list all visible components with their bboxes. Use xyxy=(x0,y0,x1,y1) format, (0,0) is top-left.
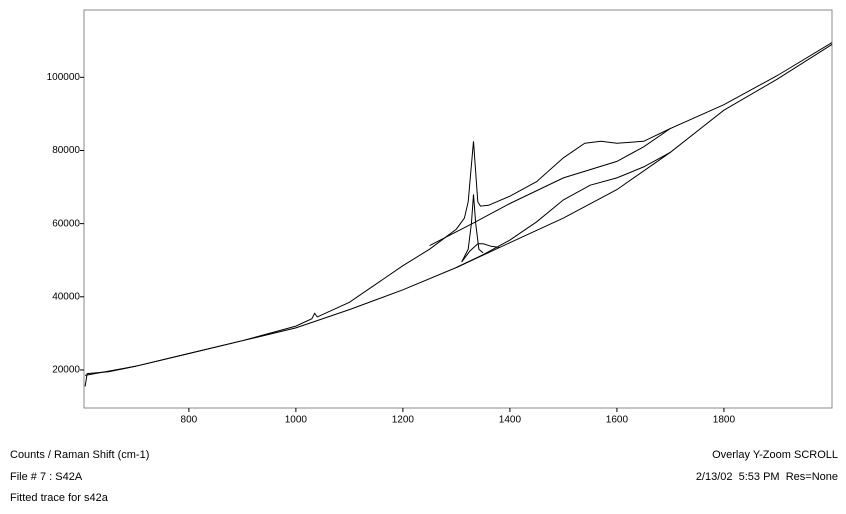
trace xyxy=(84,42,833,387)
y-tick-label: 60000 xyxy=(52,218,80,229)
trace xyxy=(429,128,671,247)
x-tick-label: 1400 xyxy=(499,415,522,426)
trace xyxy=(461,243,500,263)
x-tick-label: 1800 xyxy=(713,415,736,426)
x-tick-label: 1000 xyxy=(285,415,308,426)
footer-right: 2/13/02 5:53 PM Res=None xyxy=(696,471,838,483)
footer-left: Fitted trace for s42a xyxy=(10,492,109,504)
footer-right: Overlay Y-Zoom SCROLL xyxy=(712,449,838,461)
trace xyxy=(456,151,671,268)
x-tick-label: 800 xyxy=(181,415,198,426)
y-tick-label: 40000 xyxy=(52,291,80,302)
y-tick-label: 100000 xyxy=(47,72,81,83)
y-tick-label: 20000 xyxy=(52,365,80,376)
x-tick-label: 1600 xyxy=(606,415,629,426)
trace xyxy=(461,194,484,263)
trace xyxy=(85,43,833,376)
footer-left: Counts / Raman Shift (cm-1) xyxy=(10,449,149,461)
plot-frame xyxy=(83,9,833,409)
x-tick-label: 1200 xyxy=(392,415,415,426)
y-tick-label: 80000 xyxy=(52,145,80,156)
footer-left: File # 7 : S42A xyxy=(10,471,83,483)
